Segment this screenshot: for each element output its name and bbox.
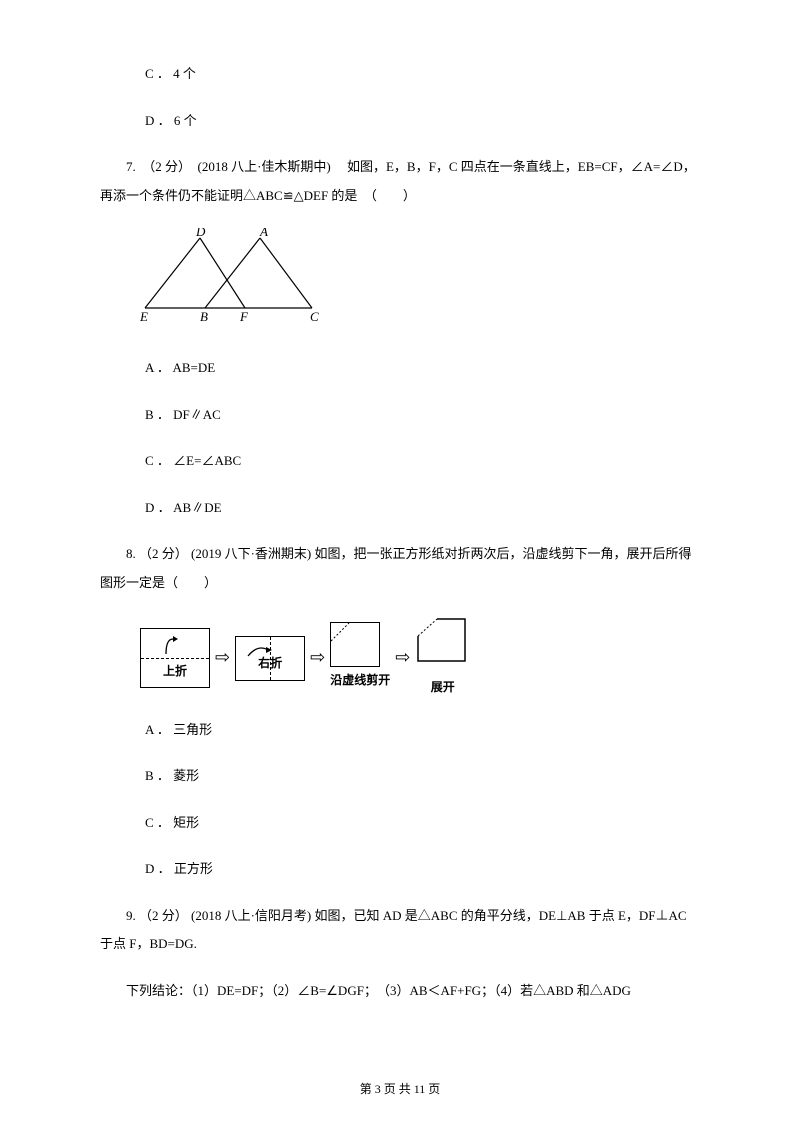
svg-text:F: F (239, 309, 249, 324)
question-9-cont: 下列结论：（1）DE=DF；（2）∠B=∠DGF； （3）AB＜AF+FG；（4… (100, 977, 700, 1006)
q8-option-c: C ． 矩形 (145, 809, 700, 838)
svg-text:B: B (200, 309, 208, 324)
q8-option-a: A ． 三角形 (145, 716, 700, 745)
question-8: 8. （2 分） (2019 八下·香洲期末) 如图，把一张正方形纸对折两次后，… (100, 540, 700, 597)
fold-step-3: 沿虚线剪开 (330, 622, 390, 693)
svg-text:D: D (195, 228, 206, 239)
q8-option-b: B ． 菱形 (145, 762, 700, 791)
fold-label-up: 上折 (163, 658, 187, 684)
svg-text:E: E (140, 309, 148, 324)
q7-option-a: A ． AB=DE (145, 354, 700, 383)
arrow-icon: ⇨ (395, 638, 410, 678)
page-footer: 第 3 页 共 11 页 (0, 1076, 800, 1102)
option-d-prev: D ． 6 个 (145, 107, 700, 136)
q8-option-d: D ． 正方形 (145, 855, 700, 884)
svg-text:A: A (259, 228, 268, 239)
q7-option-c: C ． ∠E=∠ABC (145, 447, 700, 476)
option-c-prev: C ． 4 个 (145, 60, 700, 89)
question-9: 9. （2 分） (2018 八上·信阳月考) 如图，已知 AD 是△ABC 的… (100, 902, 700, 959)
q7-figure: D A E B F C (140, 228, 700, 339)
fold-step-2: 右折 (235, 636, 305, 681)
arrow-icon: ⇨ (310, 638, 325, 678)
svg-text:C: C (310, 309, 319, 324)
q7-option-d: D ． AB∥DE (145, 494, 700, 523)
fold-label-cut: 沿虚线剪开 (330, 667, 390, 693)
question-7: 7. （2 分） (2018 八上·佳木斯期中) 如图，E，B，F，C 四点在一… (100, 153, 700, 210)
fold-step-4: 展开 (415, 616, 470, 701)
fold-label-unfold: 展开 (415, 674, 470, 700)
q8-figure: 上折 ⇨ 右折 ⇨ 沿虚线剪开 ⇨ 展开 (140, 616, 700, 701)
arrow-icon: ⇨ (215, 638, 230, 678)
fold-step-1: 上折 (140, 628, 210, 688)
q7-option-b: B ． DF∥AC (145, 401, 700, 430)
fold-label-right: 右折 (258, 650, 282, 676)
